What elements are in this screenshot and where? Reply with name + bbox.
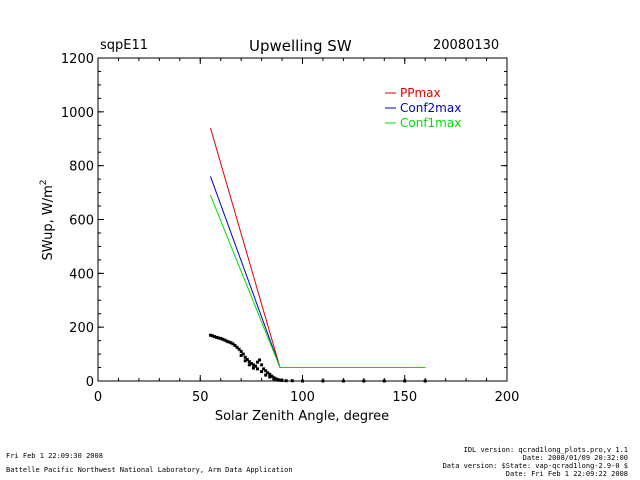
y-axis-label: SWup, W/m2 [39,179,56,260]
observation-point [258,358,262,362]
observation-point [217,336,221,340]
footer-left-line2: Battelle Pacific Northwest National Labo… [6,466,293,474]
observation-point [321,379,325,383]
series-line-ppmax [209,127,426,369]
y-axis-label-main: SWup, W/m [41,185,56,260]
observation-point [278,378,282,382]
y-tick-label: 400 [69,267,94,282]
footer-left-line1: Fri Feb 1 22:09:30 2008 [6,452,103,460]
x-tick-label: 0 [94,390,102,405]
observation-point [272,377,276,381]
observation-point [264,369,268,373]
observation-point [262,367,266,371]
legend-label-conf1max: Conf1max [400,116,461,130]
observation-point [235,345,239,349]
observation-point [266,371,270,375]
observation-point [268,375,272,379]
x-tick-label: 50 [192,390,209,405]
footer-right-block: IDL version: qcrad1long_plots.pro,v 1.1 … [443,446,628,478]
observation-point [251,363,255,367]
observation-point [245,357,249,361]
legend-label-conf2max: Conf2max [400,101,461,115]
observation-point [231,342,235,346]
observation-point [251,366,255,370]
observation-point [284,379,288,383]
observation-point [211,334,215,338]
observation-point [280,378,284,382]
observation-point [301,379,304,383]
observation-point [256,367,260,371]
y-tick-label: 1200 [61,52,94,67]
observation-point [237,347,241,351]
footer-right-line2: Date: 2008/01/09 20:32:00 [522,454,628,462]
observation-point [249,362,253,366]
observation-point [229,341,233,345]
observation-point [243,355,247,359]
y-tick-label: 0 [86,375,94,390]
observation-point [341,379,345,383]
observation-point [268,372,272,376]
observation-point [264,373,268,377]
observation-point [270,374,274,378]
chart-title: Upwelling SW [249,37,352,55]
series-line-conf1max [210,195,426,369]
y-tick-label: 1000 [61,106,94,121]
observation-point [223,338,227,342]
y-tick-label: 800 [69,160,94,175]
observation-point [213,335,217,339]
y-tick-label: 200 [69,321,94,336]
site-label: sqpE11 [100,38,149,53]
observation-point [241,352,245,356]
observation-point [247,363,251,367]
chart-observations-layer [208,333,427,383]
observation-point [227,340,231,344]
observation-point [362,379,366,383]
observation-point [253,364,257,368]
x-tick-label: 150 [392,390,417,405]
observation-point [243,359,247,363]
x-tick-label: 100 [290,390,315,405]
observation-point [260,363,264,367]
observation-point [423,379,427,383]
footer-right-line1: IDL version: qcrad1long_plots.pro,v 1.1 [463,446,628,454]
observation-point [276,378,280,382]
observation-point [247,360,251,364]
series-line-conf2max [210,176,426,369]
observation-point [274,377,278,381]
observation-point [215,335,219,339]
legend-label-ppmax: PPmax [400,86,441,100]
observation-point [403,379,407,383]
x-tick-label: 200 [495,390,520,405]
observation-point [239,349,243,353]
observation-point [219,336,223,340]
y-axis-label-superscript: 2 [39,179,49,185]
chart-series-layer [209,127,426,369]
observation-point [225,339,229,343]
observation-point [239,353,243,357]
footer-right-line3: Data version: $State: vap-qcrad1long-2.9… [442,462,628,470]
observation-point [221,337,225,341]
observation-point [233,343,237,347]
footer-right-line4: Date: Fri Feb 1 22:09:22 2008 [505,470,628,478]
observation-point [290,379,294,383]
observation-point [208,333,212,337]
y-tick-label: 600 [69,214,94,229]
chart-axes: 0 50 100 150 200 0 200 400 600 800 1000 1200 [61,52,520,405]
date-label: 20080130 [433,38,500,53]
observation-point [260,370,264,374]
observation-point [256,360,260,364]
observation-point [382,379,386,383]
x-axis-label: Solar Zenith Angle, degree [215,409,389,424]
